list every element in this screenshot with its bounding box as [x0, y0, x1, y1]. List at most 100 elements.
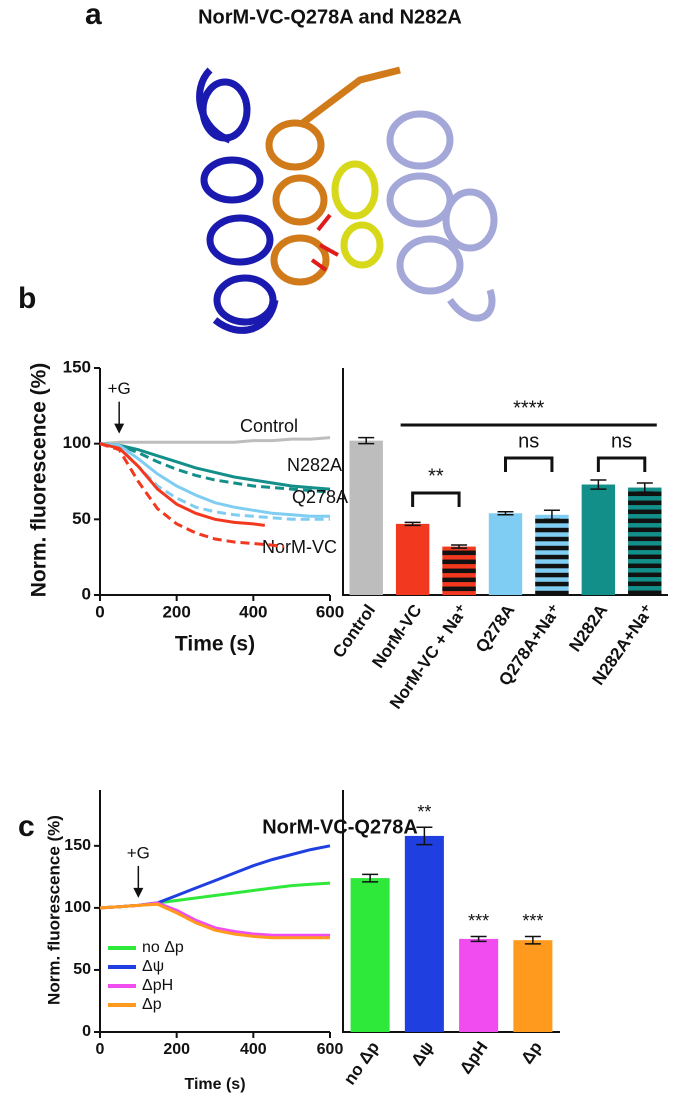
x-tick-label: 200	[162, 602, 190, 621]
error-bar	[636, 482, 653, 493]
error-bar	[524, 935, 541, 945]
panel-label: b	[18, 282, 36, 315]
error-bar	[470, 935, 487, 943]
panel-title: NorM-VC-Q278A	[262, 816, 418, 838]
y-tick-label: 150	[63, 357, 91, 376]
panel-title: NorM-VC-Q278A and N282A	[198, 6, 462, 28]
x-tick-label: N282A	[565, 601, 611, 655]
hatch	[628, 545, 662, 551]
series-line	[99, 442, 331, 494]
x-tick-label: 200	[163, 1041, 190, 1058]
hatch	[628, 509, 662, 515]
hatch	[442, 577, 476, 583]
x-tick-label: 400	[240, 1041, 267, 1058]
hatch	[628, 572, 662, 578]
x-tick-label: no Δp	[340, 1038, 383, 1088]
legend-label: Δψ	[142, 958, 164, 975]
significance: ***	[468, 911, 489, 931]
hatch	[535, 563, 569, 569]
hatch	[628, 527, 662, 533]
hatch	[628, 563, 662, 569]
bar	[488, 513, 523, 595]
significance: **	[428, 465, 444, 487]
bar	[395, 523, 430, 595]
hatch	[535, 581, 569, 587]
bar	[581, 484, 616, 595]
hatch	[628, 518, 662, 524]
x-tick-label: 600	[316, 602, 344, 621]
series-label: Control	[240, 416, 298, 436]
hatch	[628, 500, 662, 506]
series-label: Q278A	[292, 487, 348, 507]
significance-bracket	[596, 456, 647, 472]
hatch	[442, 559, 476, 565]
hatch	[442, 586, 476, 592]
annotation: +G	[127, 843, 150, 862]
error-bar	[416, 826, 433, 846]
bar	[459, 938, 499, 1032]
series-line	[99, 436, 331, 446]
bar	[404, 835, 444, 1032]
y-axis-label: Norm. fluorescence (%)	[44, 815, 63, 1005]
arrow-head	[114, 423, 125, 434]
hatch	[535, 590, 569, 596]
hatch	[628, 491, 662, 497]
y-axis-label: Norm. fluorescence (%)	[28, 363, 51, 598]
panel-label: c	[18, 810, 35, 843]
significance-bracket	[411, 491, 461, 507]
x-tick-label: Q278A	[472, 601, 518, 656]
x-tick-label: 0	[95, 602, 104, 621]
significance: ****	[513, 397, 544, 419]
hatch	[535, 554, 569, 560]
hatch	[442, 568, 476, 574]
series-line	[99, 442, 331, 491]
hatch	[628, 554, 662, 560]
hatch	[535, 545, 569, 551]
error-bar	[590, 479, 607, 490]
y-tick-label: 100	[64, 899, 91, 916]
hatch	[535, 572, 569, 578]
error-bar	[358, 436, 375, 445]
y-tick-label: 100	[63, 433, 91, 452]
x-tick-label: Δψ	[407, 1038, 437, 1069]
legend-label: Δp	[142, 996, 162, 1013]
hatch	[535, 536, 569, 542]
x-tick-label: ΔpH	[456, 1038, 492, 1077]
series-line	[99, 902, 330, 940]
y-tick-label: 0	[82, 1023, 91, 1040]
hatch	[628, 590, 662, 596]
protein-structure	[196, 66, 498, 334]
significance: ns	[518, 430, 539, 452]
series-label: NorM-VC	[262, 537, 337, 557]
bar	[513, 940, 553, 1032]
series-line	[99, 442, 285, 549]
panel-label: a	[85, 0, 102, 31]
x-tick-label: Δp	[517, 1038, 546, 1067]
legend-label: no Δp	[142, 939, 184, 956]
bar	[349, 440, 383, 595]
series-line	[99, 442, 330, 518]
y-tick-label: 150	[64, 837, 91, 854]
error-bar	[497, 511, 514, 516]
axis-line	[99, 368, 330, 596]
significance-bracket	[504, 456, 554, 472]
significance: ns	[611, 430, 632, 452]
y-tick-label: 0	[82, 584, 91, 603]
y-tick-label: 50	[73, 961, 91, 978]
x-tick-label: 0	[96, 1041, 105, 1058]
x-axis-label: Time (s)	[175, 633, 255, 656]
x-tick-label: 400	[239, 602, 267, 621]
hatch	[535, 527, 569, 533]
error-bar	[451, 544, 468, 549]
hatch	[628, 581, 662, 587]
bar	[350, 878, 390, 1032]
error-bar	[362, 873, 379, 883]
annotation: +G	[108, 379, 131, 398]
series-line	[99, 442, 265, 527]
x-tick-label: 600	[317, 1041, 344, 1058]
x-axis-label: Time (s)	[184, 1076, 245, 1093]
error-bar	[543, 509, 560, 521]
series-label: N282A	[287, 455, 342, 475]
hatch	[535, 518, 569, 524]
